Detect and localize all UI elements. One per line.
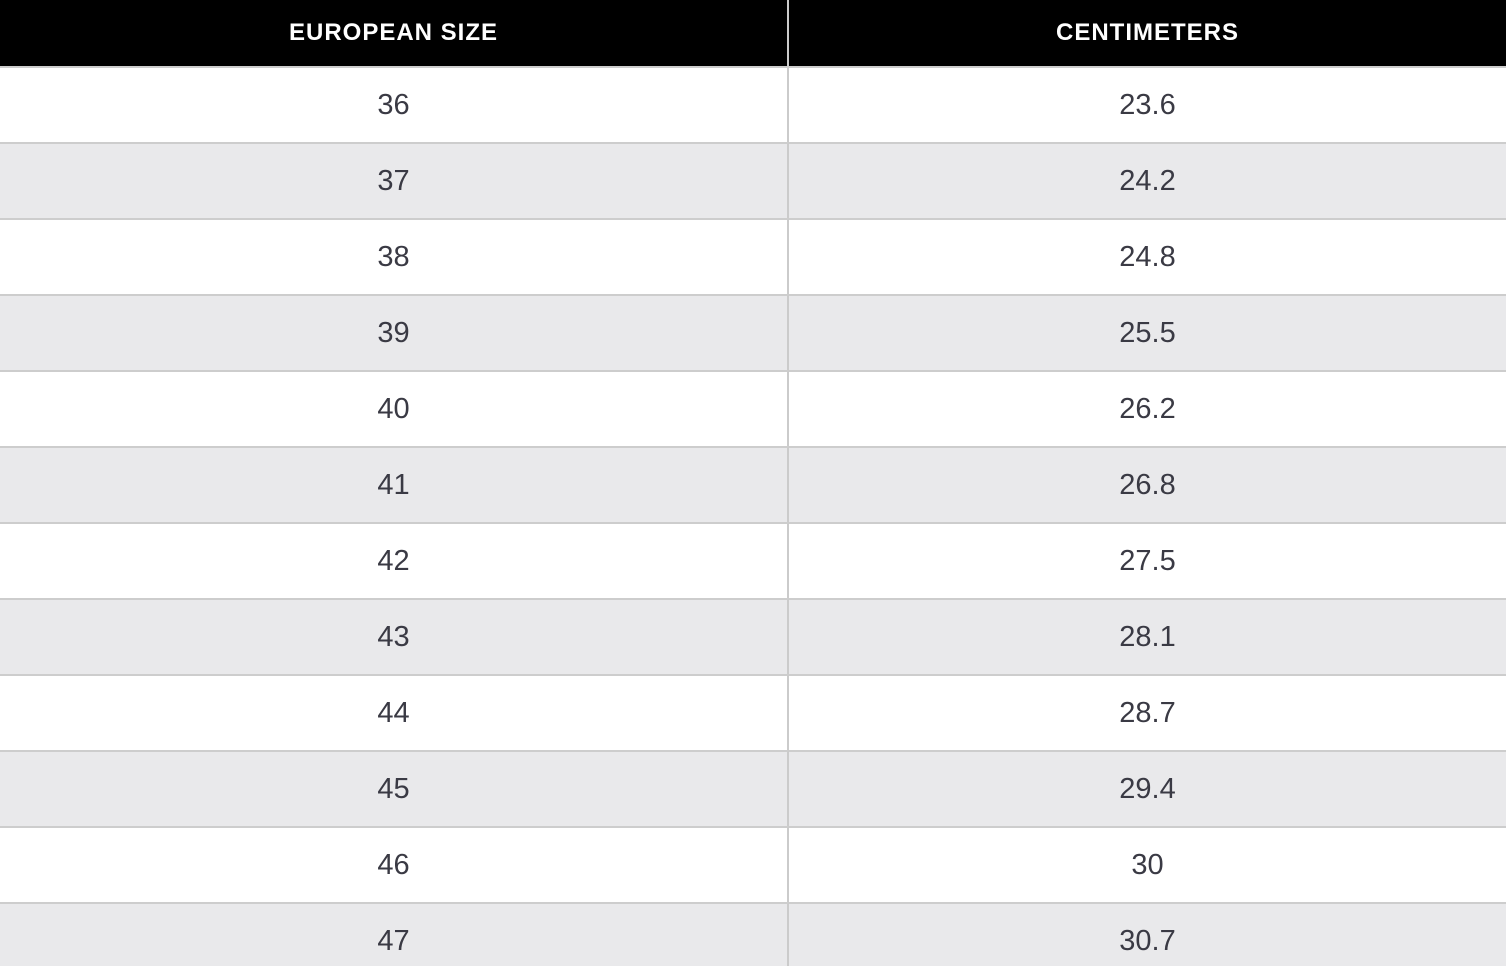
- european-size-cell: 37: [0, 142, 789, 218]
- european-size-cell: 40: [0, 370, 789, 446]
- table-row: 39 25.5: [0, 294, 1506, 370]
- european-size-cell: 46: [0, 826, 789, 902]
- table-body: 36 23.6 37 24.2 38 24.8 39 25.5 40 26.2 …: [0, 66, 1506, 966]
- european-size-cell: 43: [0, 598, 789, 674]
- column-header-european-size: EUROPEAN SIZE: [0, 0, 789, 66]
- table-row: 43 28.1: [0, 598, 1506, 674]
- centimeters-cell: 30: [789, 826, 1506, 902]
- centimeters-cell: 25.5: [789, 294, 1506, 370]
- european-size-cell: 47: [0, 902, 789, 966]
- table-row: 37 24.2: [0, 142, 1506, 218]
- centimeters-cell: 28.7: [789, 674, 1506, 750]
- european-size-cell: 41: [0, 446, 789, 522]
- centimeters-cell: 26.2: [789, 370, 1506, 446]
- european-size-cell: 39: [0, 294, 789, 370]
- centimeters-cell: 26.8: [789, 446, 1506, 522]
- european-size-cell: 44: [0, 674, 789, 750]
- table-header-row: EUROPEAN SIZE CENTIMETERS: [0, 0, 1506, 66]
- table-row: 47 30.7: [0, 902, 1506, 966]
- table-row: 36 23.6: [0, 66, 1506, 142]
- centimeters-cell: 23.6: [789, 66, 1506, 142]
- table-row: 44 28.7: [0, 674, 1506, 750]
- centimeters-cell: 30.7: [789, 902, 1506, 966]
- table-row: 40 26.2: [0, 370, 1506, 446]
- centimeters-cell: 24.8: [789, 218, 1506, 294]
- european-size-cell: 42: [0, 522, 789, 598]
- column-header-centimeters: CENTIMETERS: [789, 0, 1506, 66]
- centimeters-cell: 29.4: [789, 750, 1506, 826]
- centimeters-cell: 27.5: [789, 522, 1506, 598]
- table-row: 42 27.5: [0, 522, 1506, 598]
- centimeters-cell: 28.1: [789, 598, 1506, 674]
- european-size-cell: 45: [0, 750, 789, 826]
- table-row: 45 29.4: [0, 750, 1506, 826]
- centimeters-cell: 24.2: [789, 142, 1506, 218]
- table-row: 38 24.8: [0, 218, 1506, 294]
- table-row: 46 30: [0, 826, 1506, 902]
- table-row: 41 26.8: [0, 446, 1506, 522]
- european-size-cell: 36: [0, 66, 789, 142]
- european-size-cell: 38: [0, 218, 789, 294]
